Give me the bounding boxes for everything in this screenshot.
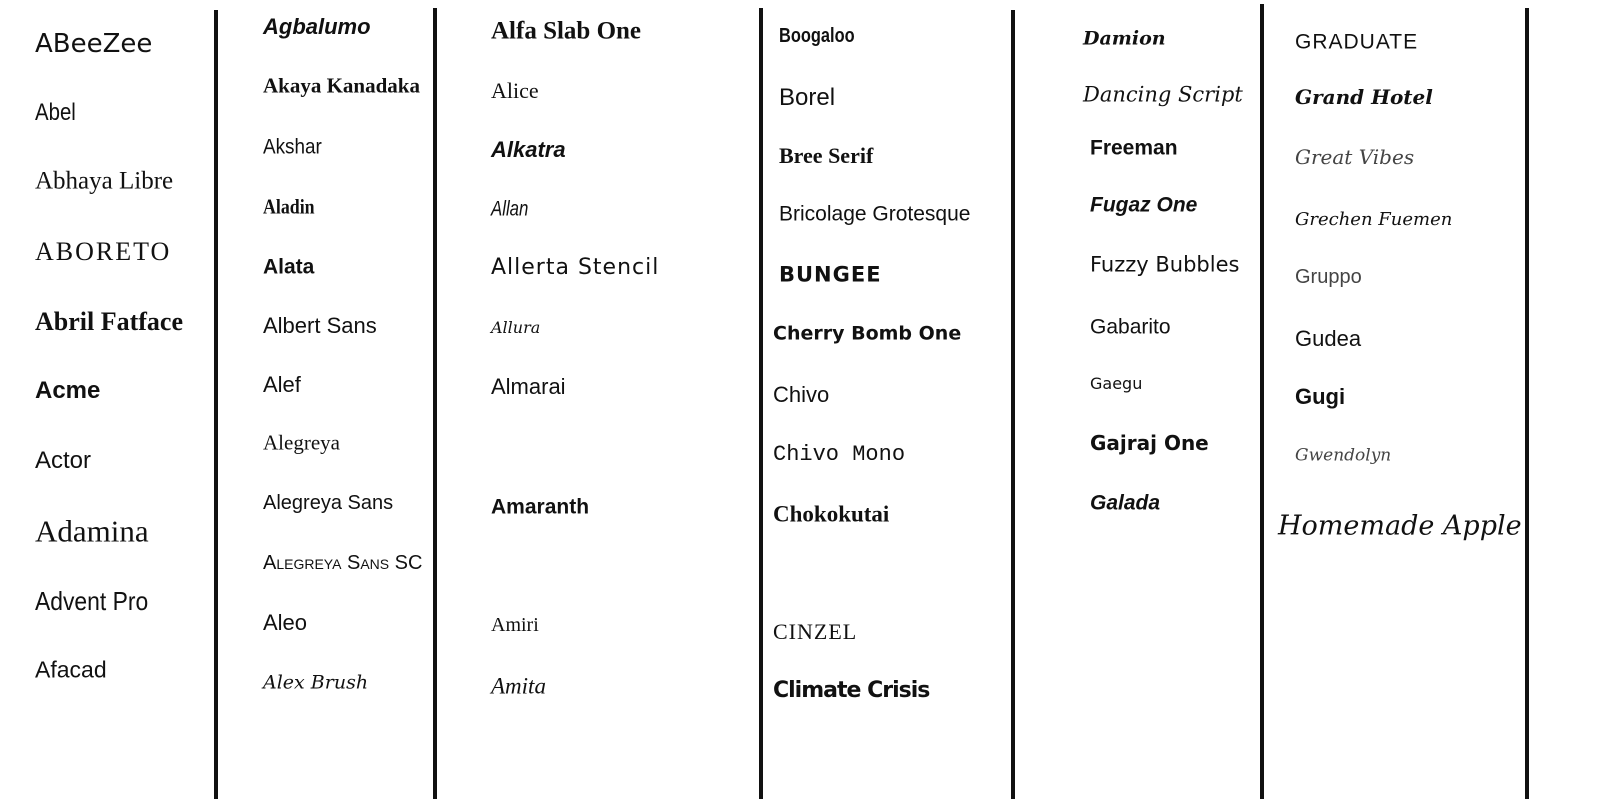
font-sample: Alice xyxy=(491,78,539,103)
font-sample: Adamina xyxy=(35,513,149,549)
column-divider xyxy=(1525,8,1529,799)
font-sample: Allerta Stencil xyxy=(491,255,660,280)
font-sample: Aleo xyxy=(263,610,308,635)
font-sample: BUNGEE xyxy=(779,262,882,287)
column-divider xyxy=(1011,10,1015,799)
font-sample: Allan xyxy=(491,197,529,221)
font-sample: Alfa Slab One xyxy=(491,17,642,45)
font-sample: Alex Brush xyxy=(263,671,369,694)
font-sample: GRADUATE xyxy=(1295,30,1419,54)
font-sample: Amaranth xyxy=(491,495,590,519)
font-sample: Gajraj One xyxy=(1090,431,1209,455)
font-sample: Freeman xyxy=(1090,136,1178,160)
font-sample: Gaegu xyxy=(1090,374,1143,393)
font-sample: Afacad xyxy=(35,656,107,683)
font-sample: Aladin xyxy=(263,194,315,219)
font-sample: Boogaloo xyxy=(779,25,855,47)
font-sample: Chokokutai xyxy=(773,501,890,527)
font-sample: Acme xyxy=(35,377,101,404)
font-sample: Chivo Mono xyxy=(773,442,906,467)
font-sample: Bree Serif xyxy=(779,143,874,168)
font-sample: Albert Sans xyxy=(263,313,377,338)
font-sample: Damion xyxy=(1083,27,1166,50)
font-sample: Bricolage Grotesque xyxy=(779,202,971,226)
font-sample: Gwendolyn xyxy=(1295,445,1392,466)
font-sample: Gabarito xyxy=(1090,315,1171,339)
font-sample: Actor xyxy=(35,447,92,474)
font-sample: Dancing Script xyxy=(1083,82,1243,107)
font-sample: Abhaya Libre xyxy=(35,167,174,195)
font-sample: Borel xyxy=(779,84,836,111)
font-sample: Akshar xyxy=(263,135,322,159)
font-sample: Cherry Bomb One xyxy=(773,322,962,345)
font-sample: Alegreya xyxy=(263,430,340,455)
font-sample: Fuzzy Bubbles xyxy=(1090,252,1240,277)
font-sample: Almarai xyxy=(491,374,566,399)
font-sample: Gruppo xyxy=(1295,266,1362,288)
font-sample: Grechen Fuemen xyxy=(1295,209,1453,230)
font-sample: Homemade Apple xyxy=(1278,510,1522,542)
font-sample: Galada xyxy=(1090,491,1161,515)
font-sample: Akaya Kanadaka xyxy=(263,73,420,98)
font-sample: Alata xyxy=(263,255,315,279)
column-divider xyxy=(214,10,218,799)
font-sample: Great Vibes xyxy=(1295,145,1415,169)
font-sample: Amita xyxy=(491,673,546,699)
font-sample: Abril Fatface xyxy=(35,307,184,336)
font-sample: Advent Pro xyxy=(35,586,149,616)
font-sample: Alkatra xyxy=(491,137,566,162)
font-sample: Alegreya Sans SC xyxy=(263,552,423,574)
font-sample: Climate Crisis xyxy=(773,678,930,703)
font-sample: ABORETO xyxy=(35,237,172,266)
font-sample: CINZEL xyxy=(773,619,858,644)
font-sample: Chivo xyxy=(773,382,830,407)
font-sample: Grand Hotel xyxy=(1295,85,1433,109)
font-sample: Agbalumo xyxy=(263,14,371,39)
font-sample: Abel xyxy=(35,99,76,126)
font-sample: ABeeZee xyxy=(35,29,153,59)
column-divider xyxy=(1260,4,1264,799)
font-sample: Fugaz One xyxy=(1090,193,1198,217)
font-sample: Gugi xyxy=(1295,384,1346,409)
font-sample: Alef xyxy=(263,372,301,397)
column-divider xyxy=(759,8,763,799)
column-divider xyxy=(433,8,437,799)
font-sample: Alegreya Sans xyxy=(263,492,394,514)
font-sample: Amiri xyxy=(491,614,539,636)
font-sample: Allura xyxy=(491,318,541,337)
font-sample: Gudea xyxy=(1295,326,1362,351)
